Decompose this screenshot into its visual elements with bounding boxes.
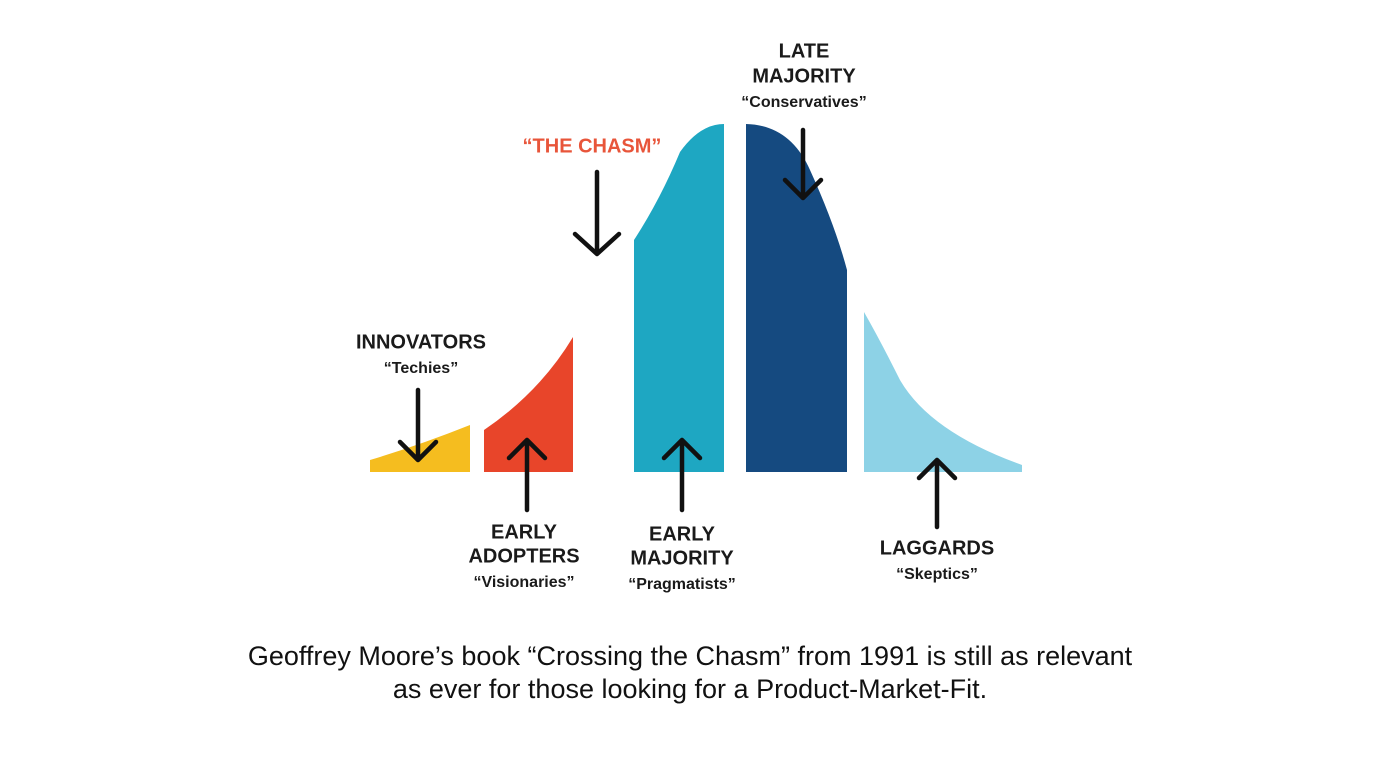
segment-title: ADOPTERS bbox=[468, 545, 579, 567]
segment-title: EARLY bbox=[491, 521, 558, 543]
segment-subtitle: “Skeptics” bbox=[896, 566, 978, 583]
arrow bbox=[572, 169, 622, 257]
segment-title: LATE bbox=[779, 40, 830, 62]
segment-title: LAGGARDS bbox=[880, 537, 994, 559]
arrow bbox=[916, 457, 958, 530]
segment-subtitle: “Visionaries” bbox=[473, 574, 574, 591]
segment-title: MAJORITY bbox=[630, 547, 734, 569]
laggards-area bbox=[864, 312, 1022, 472]
segment-title: EARLY bbox=[649, 523, 716, 545]
segment-title: INNOVATORS bbox=[356, 331, 486, 353]
arrow bbox=[661, 437, 703, 513]
segment-subtitle: “Conservatives” bbox=[741, 94, 866, 111]
segment-title: MAJORITY bbox=[752, 65, 856, 87]
early-majority-area bbox=[634, 124, 724, 472]
arrow bbox=[782, 127, 824, 201]
early-adopters-area bbox=[484, 337, 573, 472]
arrow bbox=[397, 387, 439, 463]
late-majority-area bbox=[746, 124, 847, 472]
caption: Geoffrey Moore’s book “Crossing the Chas… bbox=[248, 641, 1133, 671]
arrow bbox=[506, 437, 548, 513]
segment-subtitle: “Techies” bbox=[384, 360, 458, 377]
segment-subtitle: “Pragmatists” bbox=[628, 576, 736, 593]
caption: as ever for those looking for a Product-… bbox=[393, 674, 987, 704]
chasm-label: “THE CHASM” bbox=[523, 135, 662, 157]
